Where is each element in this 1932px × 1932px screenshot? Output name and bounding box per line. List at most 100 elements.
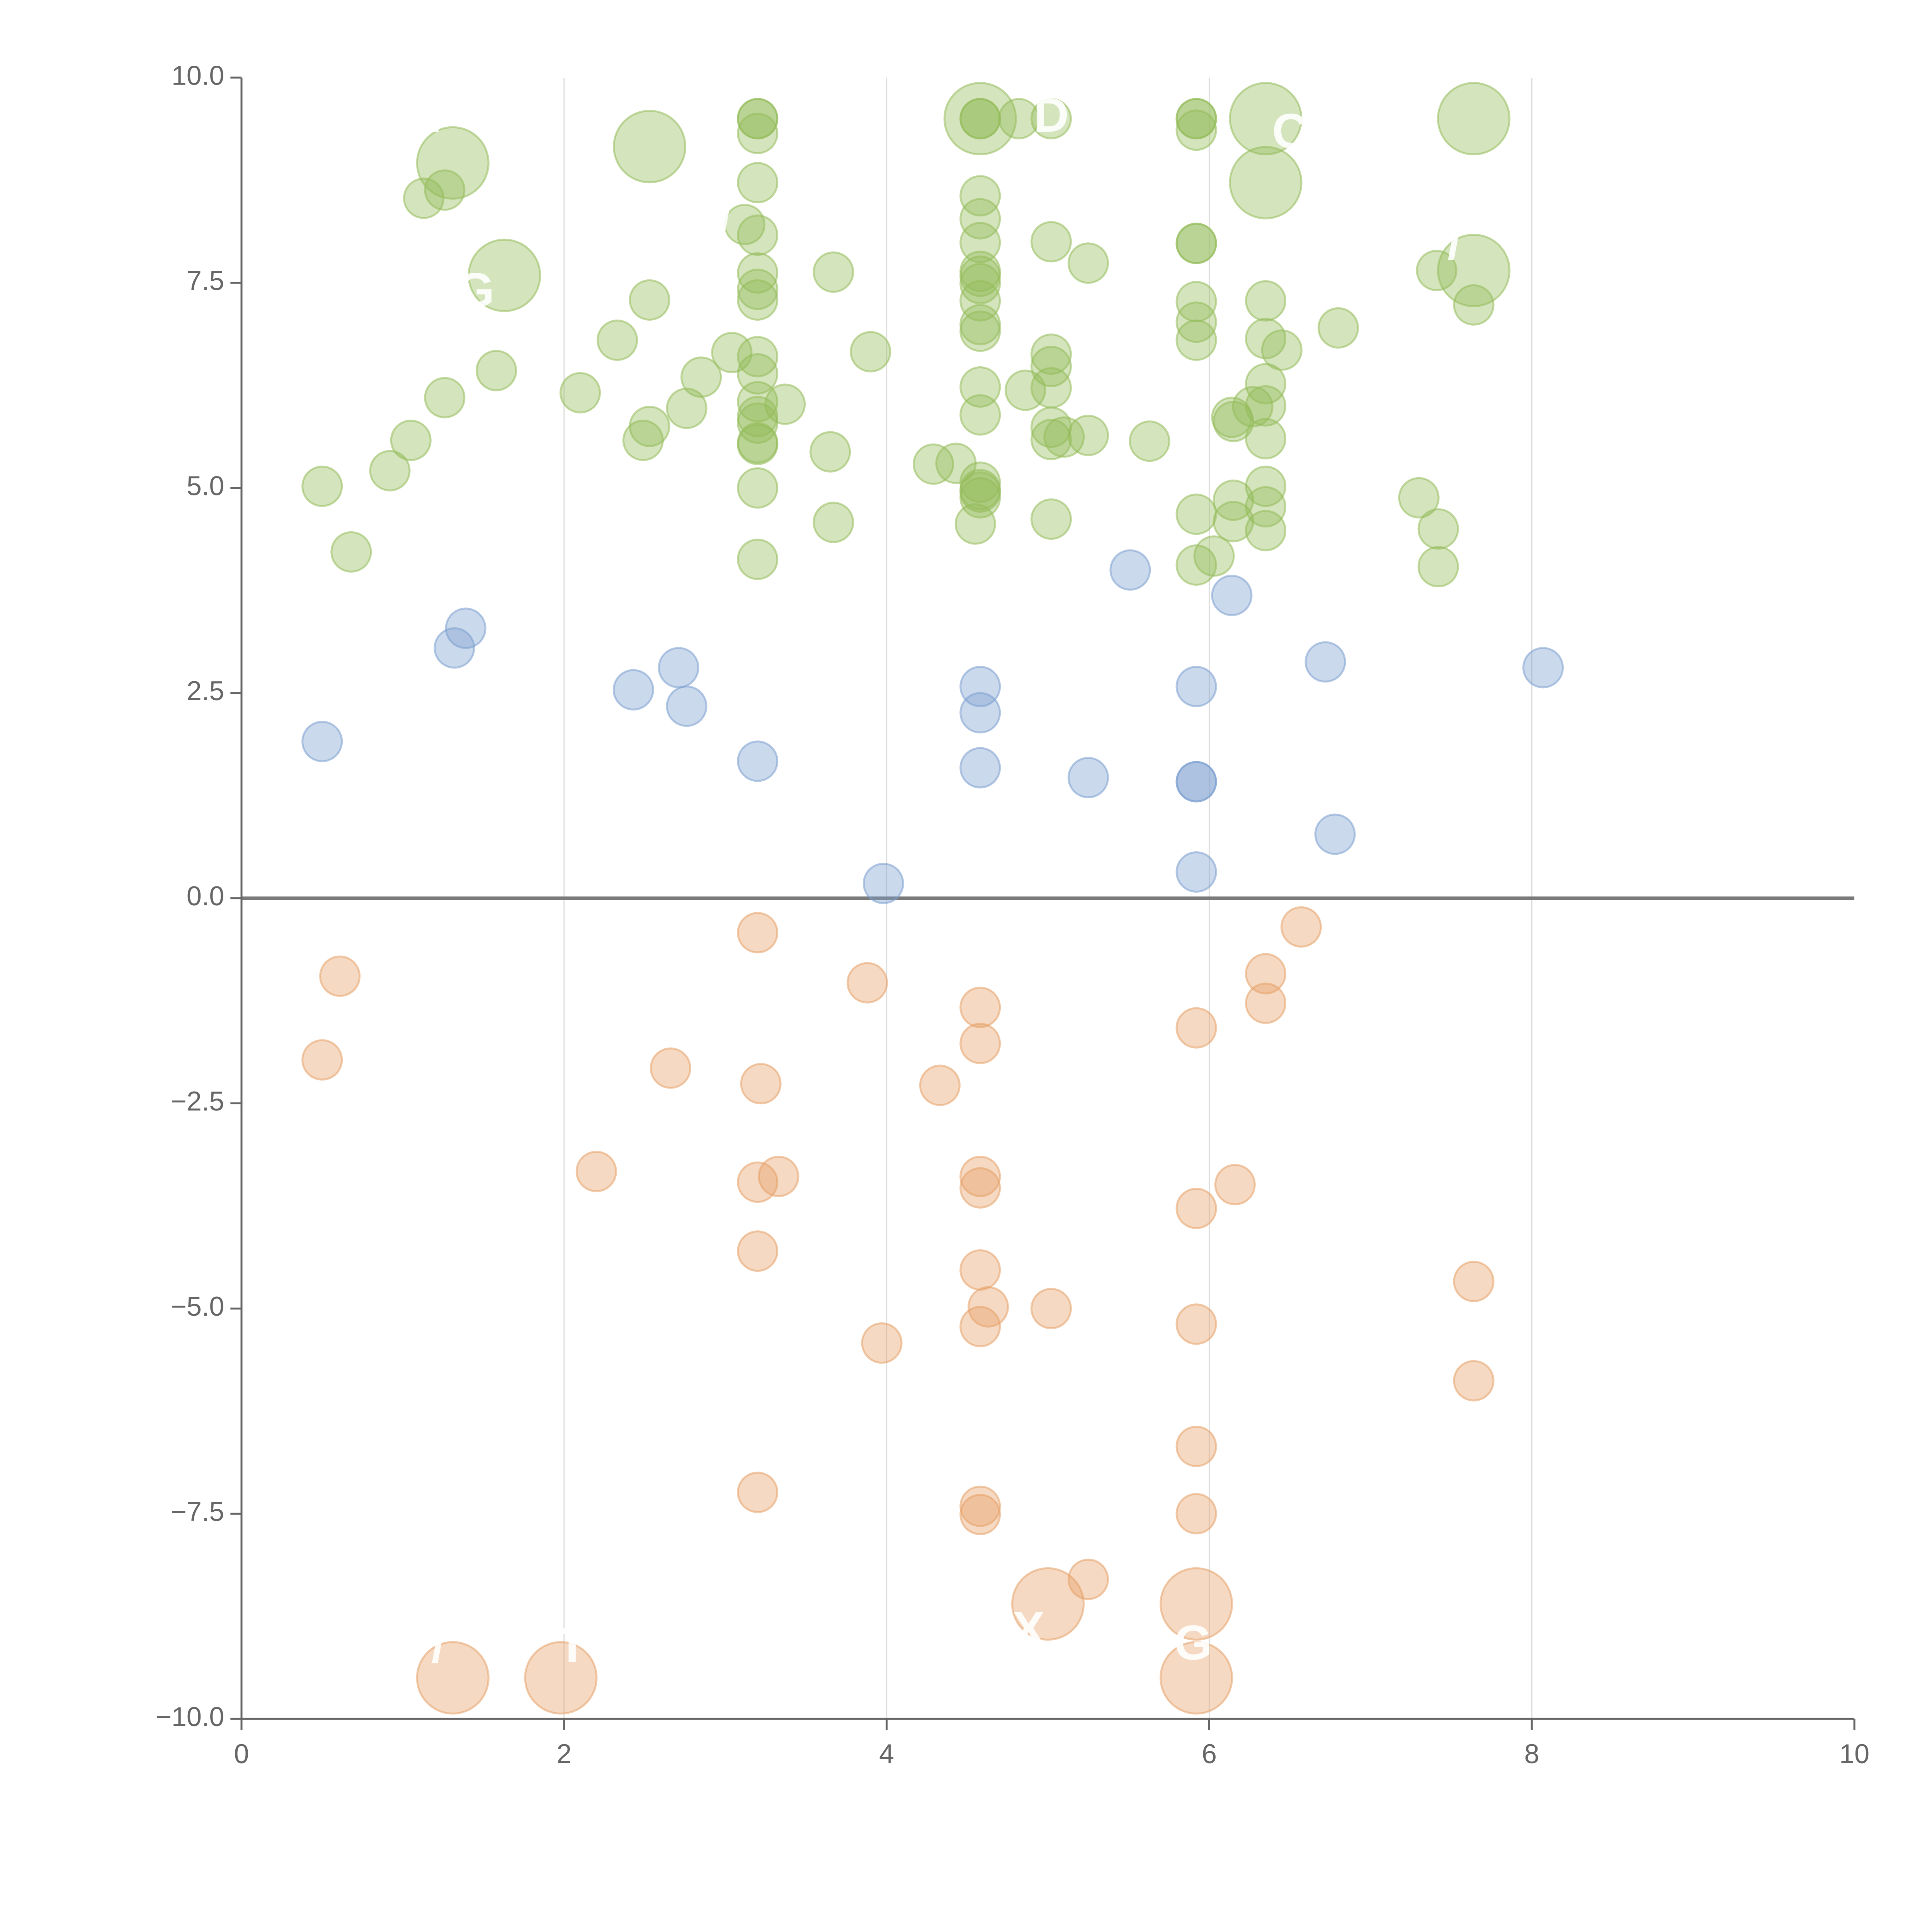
bubble-mid — [1522, 647, 1564, 689]
bubble-high — [475, 350, 517, 391]
bubble-high — [737, 467, 779, 509]
bubble-large-high — [416, 126, 490, 200]
y-tick-label: −5.0 — [171, 1291, 224, 1321]
bubble-low — [1175, 1303, 1217, 1345]
bubble-low — [959, 1022, 1001, 1065]
bubble-high — [1030, 345, 1072, 387]
bubble-low — [1067, 1558, 1109, 1600]
bubble-high — [1417, 546, 1459, 588]
bubble-high — [1175, 109, 1217, 151]
bubble-low — [1175, 1493, 1217, 1534]
bubble-large-low — [1160, 1641, 1233, 1715]
bubble-high — [813, 502, 854, 543]
bubble-high — [1398, 477, 1440, 519]
bubble-mid — [612, 669, 654, 711]
bubble-label: X — [1012, 1602, 1045, 1656]
bubble-high — [737, 112, 779, 154]
bubble-high — [629, 405, 670, 447]
bubble-mid — [1314, 813, 1356, 855]
bubble-high — [629, 279, 670, 321]
bubble-high — [1030, 367, 1072, 409]
bubble-low — [959, 986, 1001, 1028]
bubble-high — [1245, 385, 1287, 427]
x-tick-label: 8 — [1524, 1738, 1539, 1769]
bubble-high — [1175, 223, 1217, 264]
bubble-high — [1261, 329, 1303, 371]
bubble-label: G — [1174, 1616, 1212, 1670]
bubble-label: / — [719, 189, 732, 243]
bubble-low — [959, 1249, 1001, 1291]
bubble-high — [737, 423, 779, 465]
y-tick-label: −2.5 — [171, 1086, 224, 1116]
bubble-high — [1193, 535, 1235, 577]
bubble-high — [959, 310, 1001, 352]
bubble-mid — [658, 647, 699, 689]
bubble-low — [301, 1039, 343, 1081]
bubble-high — [954, 503, 996, 545]
bubble-low — [847, 962, 888, 1003]
bubble-large-high — [1437, 233, 1510, 307]
y-tick-label: 0.0 — [187, 881, 224, 911]
bubble-high — [1416, 250, 1458, 291]
bubble-high — [666, 388, 707, 429]
y-tick-label: 2.5 — [187, 675, 224, 706]
bubble-high — [1067, 415, 1109, 456]
bubble-high — [850, 331, 891, 372]
x-tick-label: 6 — [1202, 1738, 1217, 1769]
bubble-high — [1245, 486, 1287, 528]
bubble-mid — [434, 627, 475, 669]
bubble-high — [1232, 386, 1274, 428]
bubble-high — [1453, 284, 1495, 326]
bubble-low — [959, 1156, 1001, 1197]
bubble-mid — [1175, 666, 1217, 707]
bubble-high — [1175, 319, 1217, 361]
bubble-large-high — [1229, 146, 1303, 219]
y-tick-label: −10.0 — [156, 1701, 224, 1732]
bubble-mid — [445, 607, 486, 649]
bubble-high — [998, 98, 1040, 139]
bubble-label: T — [420, 88, 450, 143]
x-tick-label: 0 — [234, 1738, 249, 1769]
bubble-high — [1245, 510, 1287, 551]
bubble-high — [724, 204, 765, 245]
bubble-low — [319, 955, 361, 997]
bubble-mid — [1109, 549, 1151, 591]
bubble-low — [1453, 1260, 1495, 1302]
bubble-high — [810, 431, 851, 473]
axes: 10.0 7.5 5.0 2.5 0.0 −2.5 −5.0 −7.5 −10.0 0 2 4 6 8 10 — [156, 60, 1869, 1769]
bubble-mid — [1175, 761, 1217, 803]
y-tick-label: 7.5 — [187, 265, 224, 296]
bubble-high — [737, 214, 779, 256]
bubble-low — [1453, 1360, 1495, 1401]
bubble-high — [764, 383, 806, 425]
bubble-large-high — [943, 82, 1017, 156]
bubble-high — [1175, 493, 1217, 535]
bubble-large-low — [524, 1641, 598, 1715]
y-tick-label: 5.0 — [187, 470, 224, 501]
bubble-label: / — [432, 1618, 445, 1673]
bubble-mid — [1304, 641, 1346, 683]
bubble-low — [737, 1471, 779, 1513]
bubble-high — [1245, 418, 1287, 459]
bubble-high — [1175, 301, 1217, 343]
x-tick-label: 2 — [556, 1738, 571, 1769]
bubble-high — [959, 477, 1001, 519]
bubble-high — [680, 356, 722, 398]
bubble-high — [737, 538, 779, 580]
bubble-high — [1211, 396, 1253, 438]
bubble-high — [369, 450, 411, 492]
bubble-high — [424, 377, 466, 418]
bubble-low — [737, 1230, 779, 1272]
bubble-high — [959, 394, 1001, 436]
bubble-low — [1030, 1287, 1072, 1329]
bubble-low — [575, 1151, 617, 1192]
bubble-high — [560, 372, 601, 413]
bubble-high — [959, 222, 1001, 264]
bubble-label: C — [1272, 104, 1308, 159]
x-tick-label: 4 — [879, 1738, 894, 1769]
bubble-low — [919, 1065, 961, 1106]
bubble-high — [813, 251, 854, 293]
bubble-low — [959, 1494, 1001, 1536]
bubble-label: T — [557, 1618, 587, 1673]
